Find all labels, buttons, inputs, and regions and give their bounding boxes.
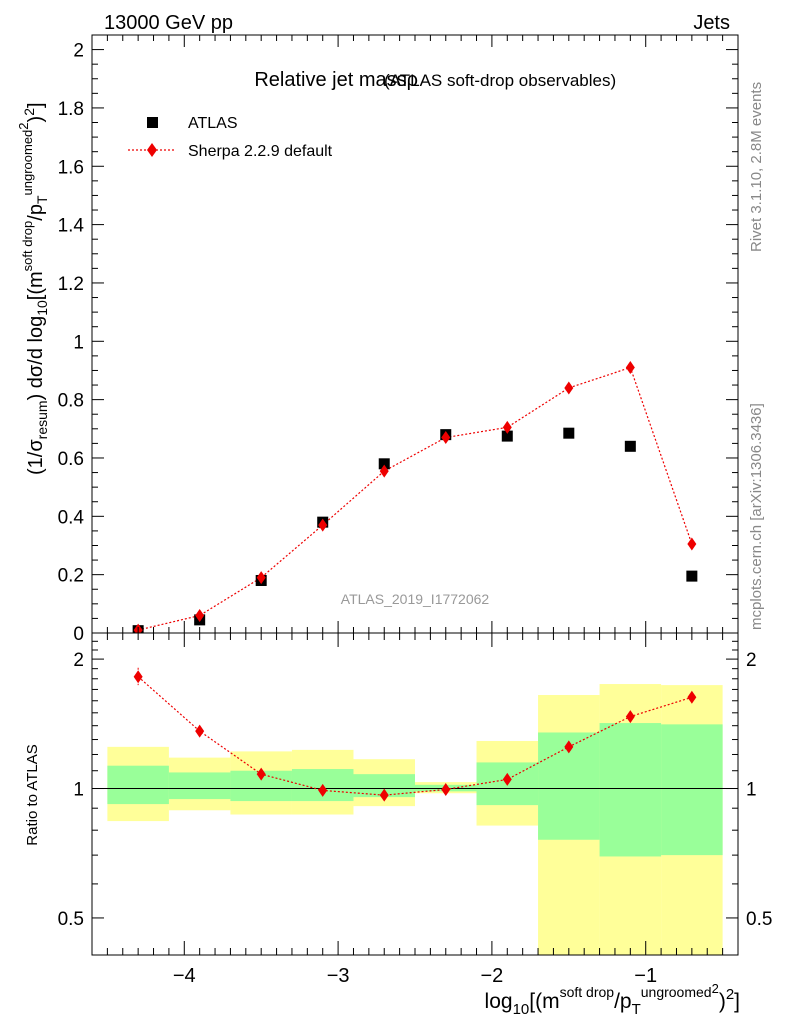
main-ytick-label: 2: [73, 41, 84, 62]
ratio-plot-area: [92, 684, 738, 955]
ratio-ytick-label-right: 2: [746, 650, 757, 671]
header-energy: 13000 GeV pp: [104, 12, 233, 34]
main-ytick-label: 1: [73, 332, 84, 353]
ratio-points: [133, 667, 697, 802]
main-ytick-label: 0.2: [58, 566, 84, 587]
main-ytick-label: 0.8: [58, 391, 84, 412]
x-axis-label: log10[(msoft drop/pTungroomed2)2]: [485, 981, 740, 1018]
sherpa-point: [195, 608, 205, 622]
sherpa-point: [379, 464, 389, 478]
atlas-point: [563, 427, 575, 439]
ratio-ytick-label: 2: [73, 650, 84, 671]
uncertainty-band-stat: [107, 765, 169, 805]
ratio-data-layer: [133, 667, 697, 802]
atlas-point: [686, 570, 698, 582]
legend: ATLAS Sherpa 2.2.9 default: [128, 115, 333, 160]
xtick-label: −1: [634, 965, 657, 987]
xtick-label: −3: [327, 965, 350, 987]
ratio-sherpa-point: [318, 783, 328, 797]
ratio-sherpa-point: [133, 670, 143, 684]
uncertainty-band-stat: [599, 723, 662, 857]
sherpa-point: [564, 381, 574, 395]
uncertainty-band-stat: [661, 724, 723, 856]
ratio-panel: 0.5 0.5 1 1 2 2 −4 −3 −2 −1 Ratio to ATLAS log10[…: [24, 632, 772, 1018]
main-panel: 0 0.2 0.4 0.6 0.8 1 1.2 1.4 1.6 1.8 2 Relative jet…: [16, 34, 739, 645]
ratio-ytick-label-right: 0.5: [746, 909, 772, 930]
main-ytick-label: 1.8: [58, 99, 84, 120]
uncertainty-band-stat: [168, 772, 231, 800]
sherpa-point: [318, 518, 328, 532]
ratio-y-axis-label: Ratio to ATLAS: [24, 744, 41, 845]
main-ytick-label: 1.6: [58, 157, 84, 178]
atlas-point: [624, 440, 636, 452]
ratio-sherpa-point: [441, 782, 451, 796]
mcplots-label: mcplots.cern.ch [arXiv:1306.3436]: [748, 403, 765, 630]
ratio-sherpa-point: [195, 724, 205, 738]
main-ytick-label: 0.6: [58, 449, 84, 470]
ratio-sherpa-line: [137, 676, 693, 796]
legend-sherpa-label: Sherpa 2.2.9 default: [188, 143, 333, 160]
analysis-watermark: ATLAS_2019_I1772062: [341, 591, 490, 607]
main-ytick-label: 1.4: [58, 216, 85, 237]
ratio-sherpa-point: [256, 767, 266, 781]
ratio-sherpa-point: [379, 788, 389, 802]
main-ytick-label: 0: [73, 624, 84, 645]
sherpa-line: [138, 366, 693, 631]
atlas-point: [378, 458, 390, 470]
chart-title-sub: (ATLAS soft-drop observables): [384, 71, 616, 90]
ratio-ticks: 0.5 0.5 1 1 2 2 −4 −3 −2 −1: [58, 633, 772, 987]
ratio-ytick-label: 1: [73, 780, 84, 801]
main-ticks: 0 0.2 0.4 0.6 0.8 1 1.2 1.4 1.6 1.8 2: [58, 35, 738, 645]
rivet-label: Rivet 3.1.10, 2.8M events: [748, 82, 765, 252]
legend-sherpa-marker: [147, 143, 157, 157]
main-ytick-label: 1.2: [58, 274, 84, 295]
sherpa-point: [441, 431, 451, 445]
main-y-axis-label: (1/σresum) dσ/d log10[(msoft drop/pTungr…: [16, 102, 50, 475]
legend-atlas-label: ATLAS: [188, 115, 238, 132]
sherpa-point: [625, 361, 635, 375]
ratio-bands: [92, 684, 738, 955]
chart-title-main: Relative jet massρ: [254, 69, 418, 91]
xtick-label: −4: [173, 965, 196, 987]
ratio-sherpa-point: [625, 710, 635, 724]
ratio-sherpa-point: [502, 772, 512, 786]
ratio-sherpa-point: [564, 740, 574, 754]
ratio-ytick-label-right: 1: [746, 780, 757, 801]
xtick-label: −2: [480, 965, 503, 987]
atlas-point: [501, 430, 513, 442]
legend-atlas-marker: [147, 117, 158, 128]
ratio-ytick-label: 0.5: [58, 909, 84, 930]
ratio-sherpa-point: [687, 690, 697, 704]
main-plot-area: [132, 361, 698, 633]
header-process: Jets: [693, 12, 730, 34]
sherpa-point: [502, 420, 512, 434]
main-data-layer: [132, 361, 698, 633]
uncertainty-band-stat: [353, 774, 415, 798]
sherpa-point: [256, 571, 266, 585]
main-ytick-label: 0.4: [58, 507, 85, 528]
sherpa-point: [687, 537, 697, 551]
